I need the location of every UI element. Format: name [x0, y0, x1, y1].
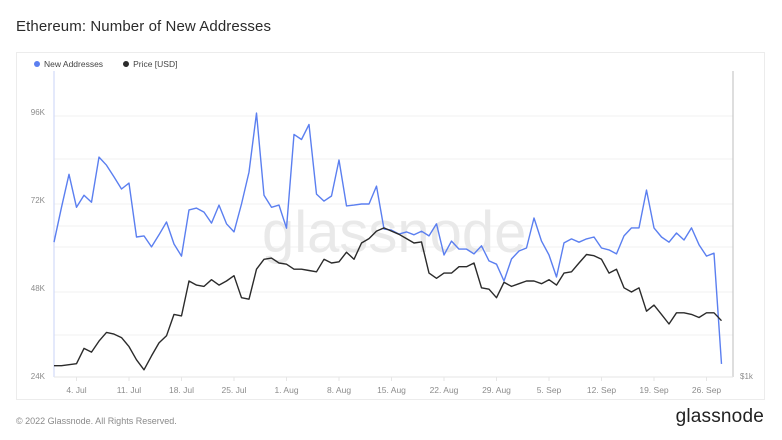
- x-tick-label: 5. Sep: [537, 385, 562, 395]
- x-tick-label: 29. Aug: [482, 385, 511, 395]
- y-tick-label: 96K: [31, 108, 46, 117]
- chart-legend: New Addresses Price [USD]: [34, 59, 177, 69]
- y-tick-label: 72K: [31, 196, 46, 205]
- y2-tick-label: $1k: [740, 372, 754, 381]
- chart-panel: [16, 52, 765, 400]
- x-tick-label: 19. Sep: [639, 385, 669, 395]
- price-line: [54, 227, 723, 371]
- legend-item-price[interactable]: Price [USD]: [123, 59, 177, 69]
- x-tick-label: 11. Jul: [117, 385, 142, 395]
- legend-label: New Addresses: [44, 59, 104, 69]
- legend-dot-icon: [123, 61, 130, 67]
- x-tick-label: 12. Sep: [587, 385, 617, 395]
- x-tick-label: 1. Aug: [274, 385, 298, 395]
- legend-label: Price [USD]: [133, 59, 178, 69]
- x-tick-label: 15. Aug: [377, 385, 406, 395]
- legend-dot-icon: [34, 61, 40, 67]
- x-tick-label: 4. Jul: [66, 385, 86, 395]
- x-tick-label: 8. Aug: [327, 385, 351, 395]
- x-tick-label: 22. Aug: [430, 385, 459, 395]
- x-tick-label: 18. Jul: [169, 385, 194, 395]
- y-tick-label: 48K: [31, 284, 46, 293]
- x-tick-label: 25. Jul: [221, 385, 246, 395]
- page-title: Ethereum: Number of New Addresses: [16, 18, 272, 35]
- legend-item-new-addresses[interactable]: New Addresses: [34, 59, 103, 69]
- y-tick-label: 24K: [31, 372, 46, 381]
- x-tick-label: 26. Sep: [692, 385, 722, 395]
- copyright-text: © 2022 Glassnode. All Rights Reserved.: [16, 416, 177, 426]
- glassnode-logo: glassnode: [675, 406, 764, 427]
